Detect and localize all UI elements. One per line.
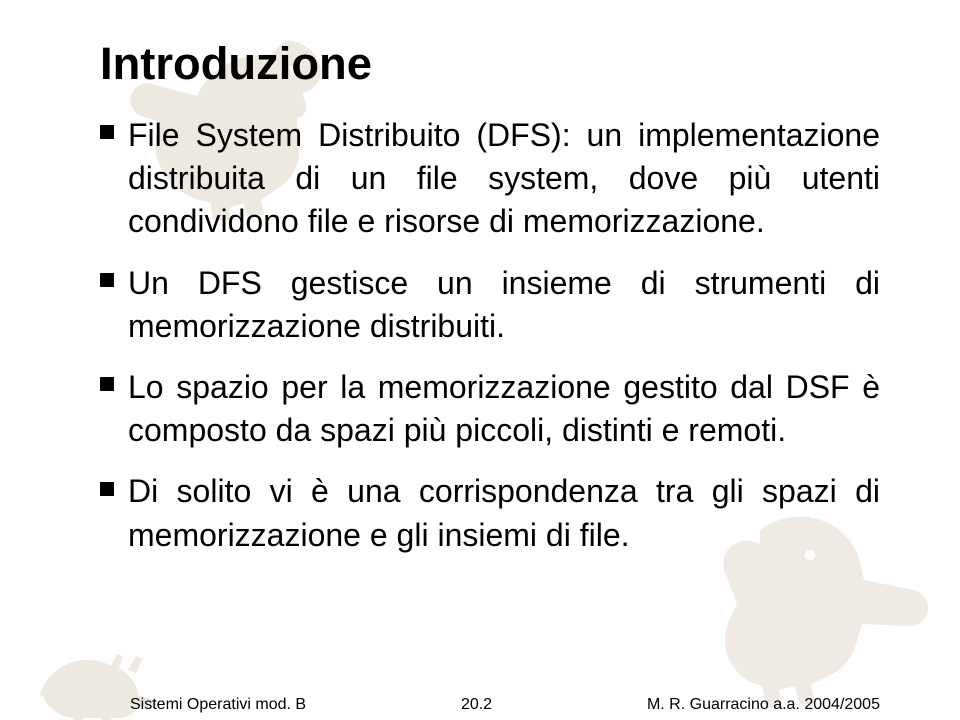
- footer-right: M. R. Guarracino a.a. 2004/2005: [647, 696, 880, 714]
- bullet-item: File System Distribuito (DFS): un implem…: [100, 114, 880, 244]
- slide-footer: Sistemi Operativi mod. B 20.2 M. R. Guar…: [0, 696, 960, 714]
- footer-left: Sistemi Operativi mod. B: [130, 696, 306, 714]
- bullet-list: File System Distribuito (DFS): un implem…: [100, 114, 880, 557]
- bullet-item: Lo spazio per la memorizzazione gestito …: [100, 366, 880, 452]
- footer-center: 20.2: [461, 696, 492, 714]
- bullet-item: Di solito vi è una corrispondenza tra gl…: [100, 470, 880, 556]
- slide-title: Introduzione: [100, 38, 880, 90]
- slide-content: Introduzione File System Distribuito (DF…: [0, 0, 960, 557]
- bullet-item: Un DFS gestisce un insieme di strumenti …: [100, 262, 880, 348]
